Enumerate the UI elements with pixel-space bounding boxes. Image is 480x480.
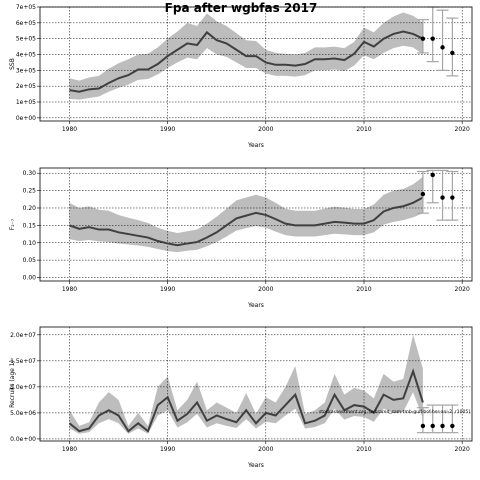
panel-2-xtick-label-4: 2020 bbox=[455, 286, 470, 293]
panel-2-ylabel: F₂₋₇ bbox=[9, 218, 16, 230]
panel-3-xtick-label-1: 1990 bbox=[160, 446, 175, 453]
panel-3-ytick-label-3: 1.5e+07 bbox=[10, 358, 36, 365]
panel-1-point-2019 bbox=[450, 50, 455, 56]
panel-2-median-line bbox=[69, 196, 424, 247]
panel-2-frame bbox=[39, 167, 473, 282]
panel-2-ytick-label-5: 0.25 bbox=[23, 188, 37, 195]
panel-2-point-2018 bbox=[440, 195, 445, 200]
panel-3-point-2016 bbox=[420, 423, 426, 429]
panel-1-frame bbox=[39, 6, 473, 122]
panel-1-ytick-label-5: 5e+05 bbox=[16, 36, 36, 43]
panel-3-point-2018 bbox=[440, 423, 445, 429]
panel-1-ytick-label-6: 6e+05 bbox=[16, 20, 36, 27]
panel-2-confidence-band bbox=[69, 176, 423, 253]
panel-1-median-line bbox=[69, 30, 424, 93]
panel-1-point-2017 bbox=[430, 36, 435, 41]
panel-1-ytick-label-4: 4e+05 bbox=[16, 52, 36, 59]
panel-1-ytick-label-1: 1e+05 bbox=[16, 99, 36, 106]
panel-2-xtick-label-0: 1980 bbox=[62, 286, 77, 293]
panel-1-point-2018 bbox=[440, 45, 445, 50]
panel-3-median-line bbox=[68, 368, 424, 433]
panel-3-point-2019 bbox=[450, 423, 455, 429]
panel-3-ytick-label-4: 2.0e+07 bbox=[10, 332, 36, 339]
panel-1-xlabel: Years bbox=[247, 142, 264, 149]
panel-1-xtick-label-2: 2000 bbox=[258, 126, 273, 133]
panel-3-xtick-label-2: 2000 bbox=[258, 446, 273, 453]
panel-2: 0.00 0.05 0.10 0.15 0.20 0.25 0.30 1980 1990 2000… bbox=[9, 167, 473, 309]
panel-3-annotation: stockassessment.org, [wbrared_sam-tmb-gu… bbox=[319, 409, 470, 415]
panel-2-xtick-label-3: 2010 bbox=[356, 286, 371, 293]
panel-3-ytick-label-0: 0.0e+00 bbox=[10, 436, 36, 443]
panel-3: 0.0e+00 5.0e+06 1.0e+07 1.5e+07 2.0e+07 1980 1… bbox=[9, 326, 473, 469]
panel-2-xlabel: Years bbox=[247, 302, 264, 309]
panel-1-xtick-label-4: 2020 bbox=[455, 126, 470, 133]
panel-1-xtick-label-0: 1980 bbox=[62, 126, 77, 133]
panel-2-point-2017 bbox=[430, 172, 435, 178]
panel-3-xtick-label-3: 2010 bbox=[356, 446, 371, 453]
panel-3-frame bbox=[39, 326, 473, 442]
panel-2-ytick-label-0: 0.00 bbox=[23, 275, 37, 282]
panel-2-ytick-label-4: 0.20 bbox=[23, 205, 37, 212]
figure-title: Fpa after wgbfas 2017 bbox=[165, 1, 318, 15]
panel-2-xtick-label-2: 2000 bbox=[258, 286, 273, 293]
panel-1-ytick-label-7: 7e+05 bbox=[16, 4, 36, 11]
panel-1-ytick-label-0: 0e+00 bbox=[16, 115, 36, 122]
panel-2-point-2019 bbox=[450, 195, 455, 200]
panel-3-ylabel: Recruits (age 1) bbox=[9, 360, 16, 408]
panel-2-point-2016 bbox=[420, 191, 426, 197]
panel-1: 0e+00 1e+05 2e+05 3e+05 4e+05 5e+05 6e+05 7e+05… bbox=[9, 4, 473, 149]
panel-3-xtick-label-0: 1980 bbox=[62, 446, 77, 453]
panel-1-ylabel: SSB bbox=[9, 58, 16, 70]
panel-3-confidence-band bbox=[69, 334, 423, 434]
panel-2-xtick-label-1: 1990 bbox=[160, 286, 175, 293]
panel-3-xtick-label-4: 2020 bbox=[455, 446, 470, 453]
panel-2-ytick-label-2: 0.10 bbox=[23, 240, 37, 247]
panel-3-xlabel: Years bbox=[247, 462, 264, 469]
panel-1-xtick-label-1: 1990 bbox=[160, 126, 175, 133]
panel-3-point-2017 bbox=[430, 423, 435, 429]
panel-1-ytick-label-2: 2e+05 bbox=[16, 83, 36, 90]
panel-3-ytick-label-1: 5.0e+06 bbox=[10, 410, 36, 417]
panel-2-ytick-label-6: 0.30 bbox=[23, 170, 37, 177]
panel-1-ytick-label-3: 3e+05 bbox=[16, 67, 36, 74]
panel-2-ytick-label-1: 0.05 bbox=[23, 257, 37, 264]
panel-1-point-2016 bbox=[420, 36, 426, 41]
panel-3-ytick-label-2: 1.0e+07 bbox=[10, 384, 36, 391]
panel-2-ytick-label-3: 0.15 bbox=[23, 222, 37, 229]
panel-1-xtick-label-3: 2010 bbox=[356, 126, 371, 133]
